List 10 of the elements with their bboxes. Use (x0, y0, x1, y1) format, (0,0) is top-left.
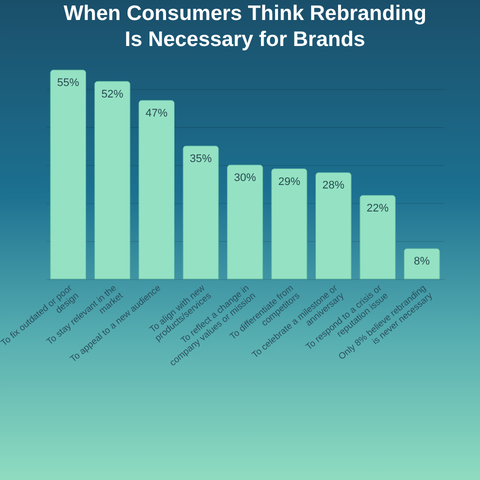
data-label: 55% (57, 77, 80, 89)
data-label: 52% (101, 88, 124, 100)
data-label: 35% (190, 153, 212, 165)
chart-title: When Consumers Think Rebranding Is Necessary for Brands (64, 2, 426, 51)
data-label: 29% (278, 176, 300, 188)
data-label: 30% (234, 172, 256, 184)
data-label: 22% (366, 202, 389, 214)
data-label: 8% (414, 256, 430, 268)
data-label: 28% (322, 180, 345, 192)
data-label: 47% (146, 107, 168, 120)
